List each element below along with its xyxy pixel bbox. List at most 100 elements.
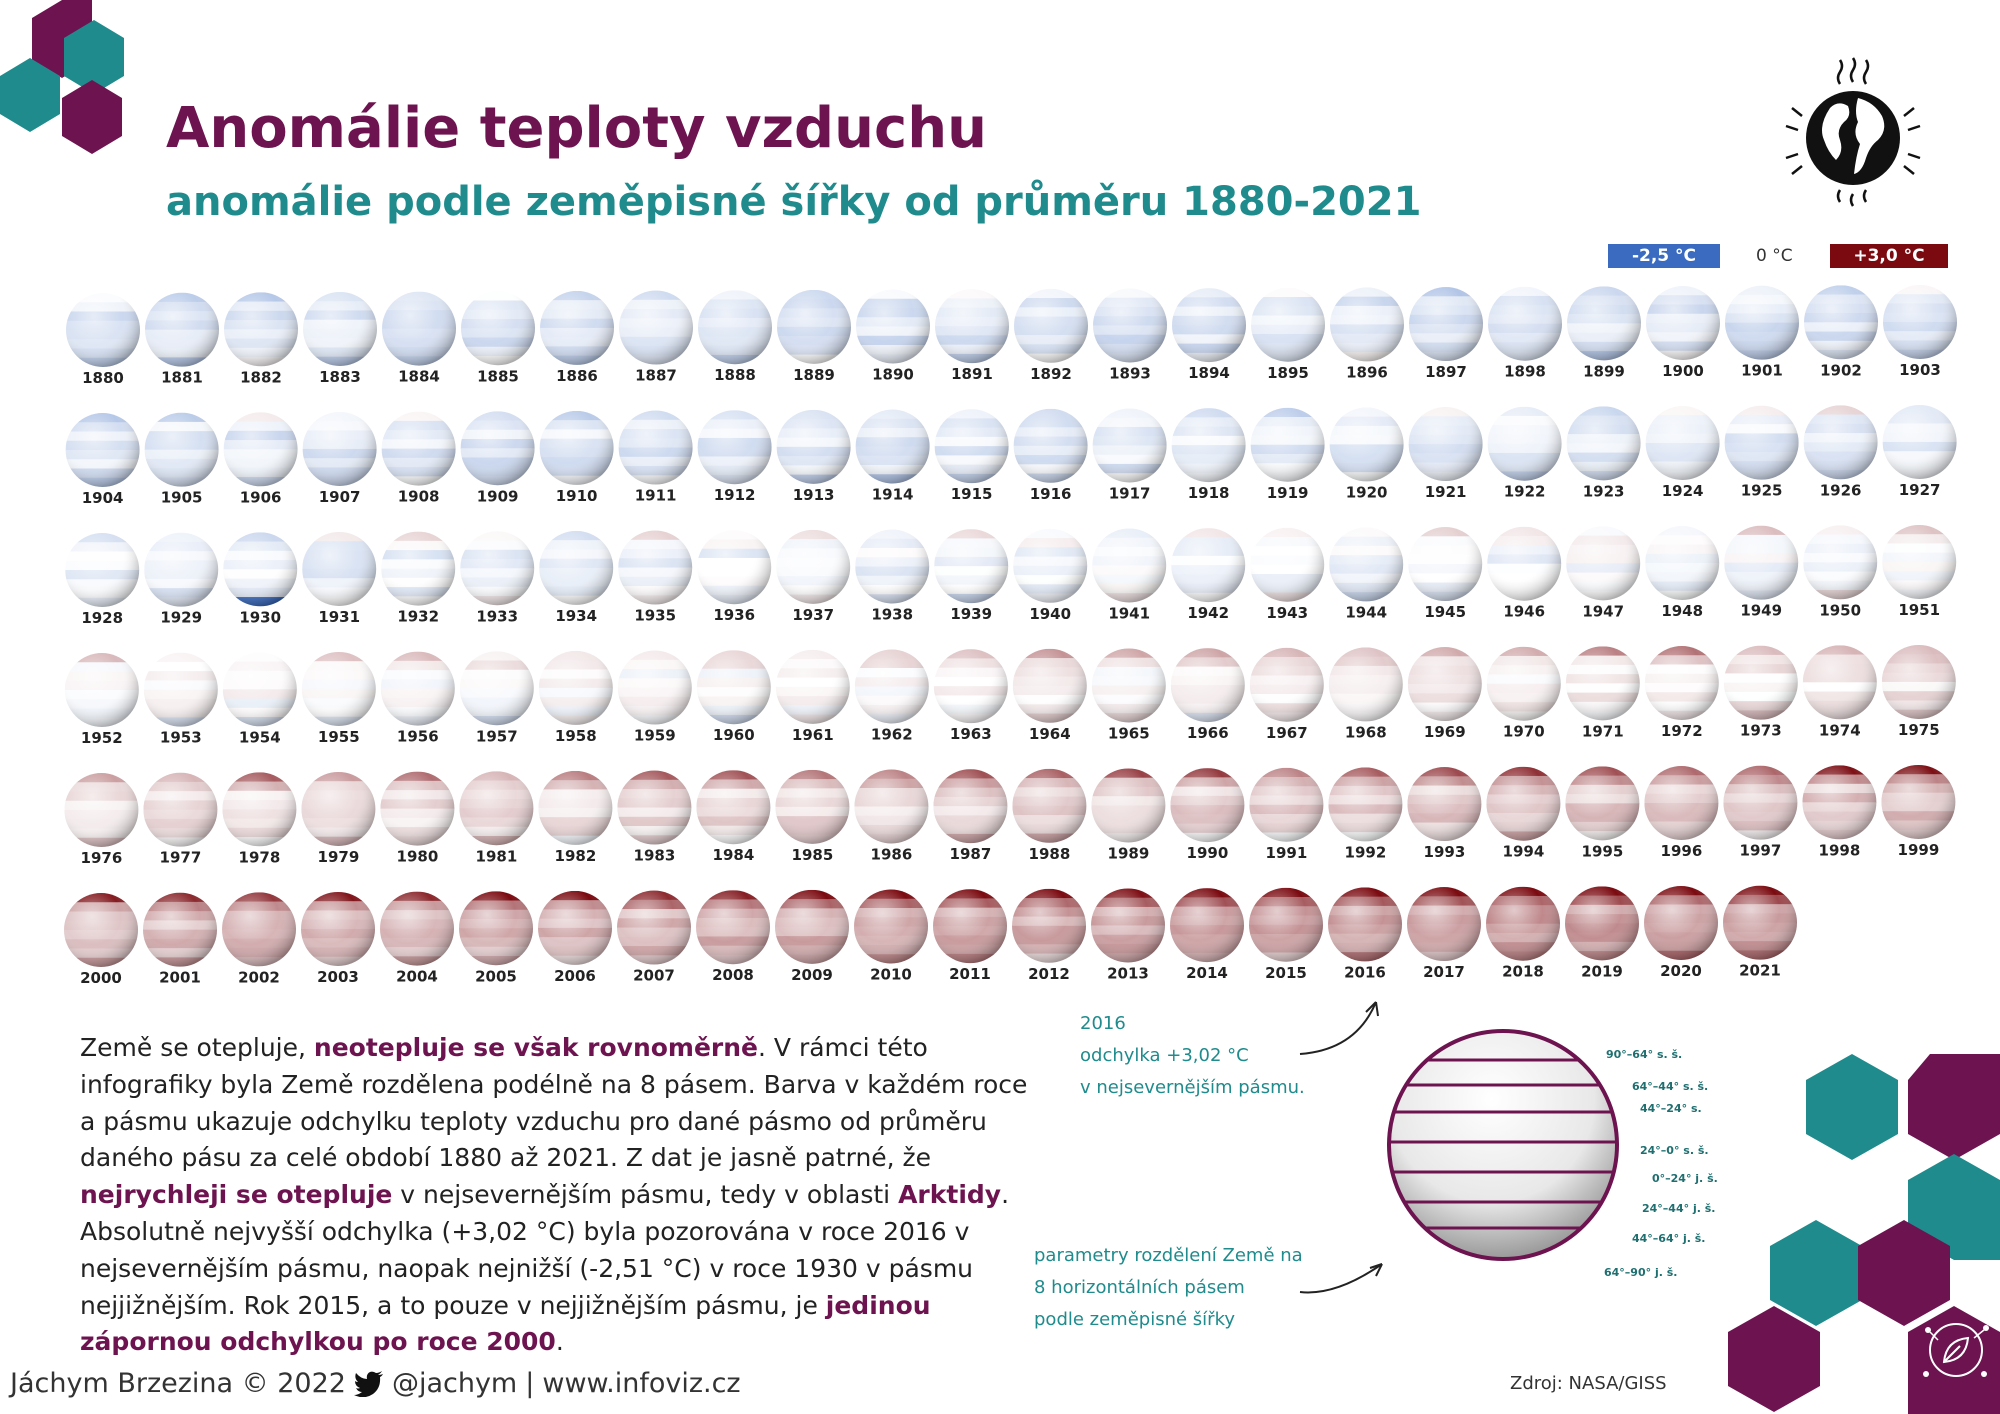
year-label-1910: 1910 xyxy=(556,487,598,505)
sphere-1969: 1969 xyxy=(1407,647,1482,741)
sphere-1930: 1930 xyxy=(223,532,298,626)
annotation-bands-line1: parametry rozdělení Země na xyxy=(1034,1245,1303,1266)
body-highlight-3: Arktidy xyxy=(898,1180,1002,1210)
sphere-1983: 1983 xyxy=(617,770,692,865)
sphere-1903: 1903 xyxy=(1883,284,1957,379)
year-label-1905: 1905 xyxy=(161,489,203,507)
year-label-1986: 1986 xyxy=(871,846,913,864)
source-credit: Zdroj: NASA/GISS xyxy=(1510,1373,1667,1394)
annotation-2016-line1: 2016 xyxy=(1080,1013,1126,1034)
sphere-1898: 1898 xyxy=(1488,286,1562,381)
year-label-1956: 1956 xyxy=(397,728,439,746)
year-label-1962: 1962 xyxy=(871,726,913,744)
sphere-1997: 1997 xyxy=(1723,765,1798,860)
year-label-1893: 1893 xyxy=(1109,364,1151,382)
sphere-1971: 1971 xyxy=(1565,646,1640,740)
year-label-2000: 2000 xyxy=(80,969,122,987)
year-label-1980: 1980 xyxy=(397,848,439,866)
sphere-1913: 1913 xyxy=(776,409,851,504)
zone-label-2: 64°–44° s. š. xyxy=(1632,1080,1708,1093)
sphere-1991: 1991 xyxy=(1249,767,1324,862)
sphere-1885: 1885 xyxy=(461,291,535,385)
sphere-2017: 2017 xyxy=(1407,887,1481,981)
sphere-1954: 1954 xyxy=(222,652,297,746)
year-label-1966: 1966 xyxy=(1187,724,1229,742)
sphere-2000: 2000 xyxy=(64,893,138,987)
sphere-1902: 1902 xyxy=(1804,285,1878,379)
sphere-1973: 1973 xyxy=(1723,645,1798,740)
year-label-1970: 1970 xyxy=(1503,723,1545,741)
footer-site[interactable]: www.infoviz.cz xyxy=(542,1368,741,1399)
year-label-1999: 1999 xyxy=(1898,841,1940,859)
annotation-2016: 2016 odchylka +3,02 °C v nejsevernějším … xyxy=(1080,1008,1305,1104)
page-title: Anomálie teploty vzduchu xyxy=(166,96,987,161)
year-label-1906: 1906 xyxy=(240,488,282,506)
sphere-1970: 1970 xyxy=(1486,646,1561,741)
year-label-1923: 1923 xyxy=(1583,482,1625,500)
sphere-1953: 1953 xyxy=(143,652,218,747)
sphere-1993: 1993 xyxy=(1407,767,1482,861)
year-label-1983: 1983 xyxy=(634,847,676,865)
globe-warming-icon xyxy=(1785,57,1921,207)
sphere-1986: 1986 xyxy=(854,769,929,864)
sphere-2019: 2019 xyxy=(1565,886,1639,980)
sphere-1996: 1996 xyxy=(1644,766,1719,860)
year-label-1960: 1960 xyxy=(713,726,755,744)
year-label-2019: 2019 xyxy=(1581,962,1623,980)
year-label-1951: 1951 xyxy=(1898,601,1940,619)
annotation-bands-line3: podle zeměpisné šířky xyxy=(1034,1309,1236,1330)
sphere-2015: 2015 xyxy=(1249,887,1323,982)
sphere-1904: 1904 xyxy=(65,413,140,507)
year-label-1954: 1954 xyxy=(239,728,281,746)
sphere-1933: 1933 xyxy=(460,531,535,625)
year-label-1952: 1952 xyxy=(81,729,123,747)
sphere-2016: 2016 xyxy=(1328,887,1402,981)
year-label-1949: 1949 xyxy=(1740,602,1782,620)
sphere-2005: 2005 xyxy=(459,891,533,985)
sphere-2003: 2003 xyxy=(301,891,375,986)
year-label-1943: 1943 xyxy=(1266,604,1308,622)
sphere-1965: 1965 xyxy=(1091,648,1166,742)
year-label-1972: 1972 xyxy=(1661,722,1703,740)
year-label-2006: 2006 xyxy=(554,967,596,985)
sphere-1889: 1889 xyxy=(777,289,851,384)
footer-separator: | xyxy=(525,1368,535,1399)
year-label-1914: 1914 xyxy=(872,486,914,504)
year-label-1889: 1889 xyxy=(793,366,835,384)
year-label-2001: 2001 xyxy=(159,969,201,987)
body-highlight-2: nejrychleji se otepluje xyxy=(80,1180,393,1210)
sphere-1961: 1961 xyxy=(775,649,850,744)
sphere-1932: 1932 xyxy=(381,531,456,626)
sphere-1977: 1977 xyxy=(143,772,218,867)
sphere-1929: 1929 xyxy=(144,532,219,627)
annotation-2016-line3: v nejsevernějším pásmu. xyxy=(1080,1077,1305,1098)
sphere-1916: 1916 xyxy=(1013,408,1088,503)
year-label-1919: 1919 xyxy=(1267,484,1309,502)
sphere-1900: 1900 xyxy=(1646,286,1720,380)
sphere-1901: 1901 xyxy=(1725,285,1799,380)
year-label-1915: 1915 xyxy=(951,485,993,503)
year-label-2020: 2020 xyxy=(1660,962,1702,980)
sphere-2008: 2008 xyxy=(696,890,770,984)
zone-label-6: 24°–44° j. š. xyxy=(1642,1202,1715,1215)
sphere-1962: 1962 xyxy=(854,649,929,744)
year-label-1975: 1975 xyxy=(1898,721,1940,739)
sphere-1914: 1914 xyxy=(855,409,930,504)
year-label-1944: 1944 xyxy=(1345,603,1387,621)
sphere-1979: 1979 xyxy=(301,771,376,866)
year-label-1990: 1990 xyxy=(1187,844,1229,862)
year-label-1982: 1982 xyxy=(555,847,597,865)
year-label-1899: 1899 xyxy=(1583,362,1625,380)
year-label-1998: 1998 xyxy=(1819,841,1861,859)
footer-handle[interactable]: @jachym xyxy=(391,1368,518,1399)
year-label-1941: 1941 xyxy=(1108,604,1150,622)
year-label-2015: 2015 xyxy=(1265,964,1307,982)
year-label-1880: 1880 xyxy=(82,369,124,387)
sphere-1999: 1999 xyxy=(1881,764,1956,859)
sphere-1882: 1882 xyxy=(224,292,298,386)
sphere-1952: 1952 xyxy=(64,653,139,747)
sphere-2021: 2021 xyxy=(1723,885,1797,980)
sphere-1881: 1881 xyxy=(145,292,219,387)
sphere-1891: 1891 xyxy=(935,289,1009,383)
sphere-1984: 1984 xyxy=(696,770,771,864)
